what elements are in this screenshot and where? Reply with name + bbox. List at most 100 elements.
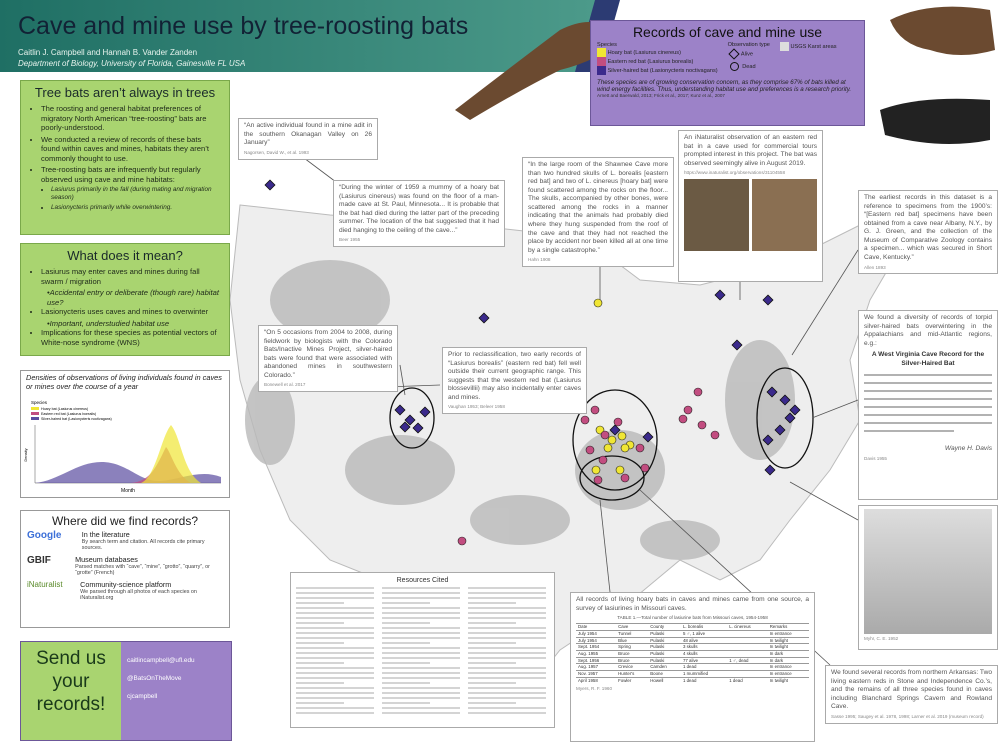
table-cell: Camden	[648, 663, 681, 671]
contact[interactable]: cjcampbell	[127, 692, 158, 700]
table-cell	[727, 670, 768, 678]
density-plot: Species Hoary bat (Lasiurus cinereus) Ea…	[23, 400, 221, 494]
table-cell: Blue	[616, 636, 649, 644]
decoration	[890, 6, 995, 56]
sub-bullet: Lasionycteris primarily while overwinter…	[51, 204, 221, 212]
quote: Prior to reclassification, two early rec…	[442, 347, 587, 415]
density-legend-label: Hoary bat (Lasiurus cinereus)	[41, 407, 88, 411]
quote: “On 5 occasions from 2004 to 2008, durin…	[258, 325, 398, 393]
highlight-rings	[389, 367, 814, 501]
table-row: Aug. 1955 Bruce Pulaski 4 skulls In dark	[576, 649, 809, 658]
legend-note: These species are of growing conservatio…	[597, 79, 852, 93]
record-dead	[678, 414, 688, 424]
quote-cite: Vaughan 1953; Beleer 1958	[448, 404, 505, 410]
decoration	[597, 57, 606, 66]
table-row: Aug. 1957 Crevice Camden 1 dead In entrance	[576, 663, 809, 671]
sub-point: •Important, understudied habitat use	[47, 318, 170, 328]
table-cell: In twilight	[767, 636, 809, 644]
table-head-cell: Remarks	[767, 623, 809, 631]
table-cell: 5 ♂, 1 alive	[680, 629, 728, 638]
records	[264, 179, 801, 546]
where-heading: Where did we find records?	[51, 514, 199, 528]
header-band	[0, 0, 595, 72]
decoration	[880, 98, 990, 144]
table-cell: 1 mummified	[680, 670, 728, 678]
density-legend-title: Species	[31, 400, 48, 405]
photo	[752, 179, 817, 252]
record-alive	[784, 412, 796, 424]
table-cell: In entrance	[767, 663, 809, 671]
decoration	[389, 387, 435, 449]
record-dead	[585, 445, 595, 455]
quote: All records of living hoary bats in cave…	[570, 592, 815, 742]
record-dead	[607, 435, 617, 445]
item-heading: Museum databases	[75, 555, 138, 564]
logo: Google	[27, 530, 62, 541]
logo: GBIF	[27, 555, 51, 566]
record-dead	[620, 443, 630, 453]
record-dead	[600, 430, 610, 440]
species-legend: Species Hoary bat (Lasiurus cinereus) Ea…	[597, 42, 718, 75]
bullet: The roosting and general habitat prefere…	[41, 104, 221, 132]
decoration	[597, 48, 606, 57]
quote-text: “In the large room of the Shawnee Cave m…	[528, 161, 668, 254]
legend-label: Silver-haired bat (Lasionycteris noctiva…	[607, 67, 718, 74]
record-alive	[764, 464, 776, 476]
quote-text: We found several records from northern A…	[831, 669, 993, 711]
quote-cite: Beer 1955	[339, 237, 361, 243]
table-cell: Boone	[648, 670, 681, 678]
record-alive	[789, 404, 801, 416]
item-text: By search term and citation. All records…	[81, 539, 205, 551]
density-panel: Densities of observations of living indi…	[20, 370, 230, 498]
table-cell	[727, 663, 768, 671]
table-cell: Aug. 1957	[576, 663, 617, 671]
legend-label: Alive	[740, 51, 753, 58]
decoration	[245, 375, 295, 465]
record-alive	[478, 312, 490, 324]
decoration	[789, 481, 859, 521]
quote-cite: Nagorsen, David W., et al. 1993	[244, 149, 309, 155]
quote-text: We found a diversity of records of torpi…	[864, 314, 992, 347]
legend-entry: Dead	[728, 60, 770, 73]
table-cell: In twilight	[767, 643, 809, 651]
legend-title: Records of cave and mine use	[632, 24, 823, 40]
decoration	[791, 249, 859, 356]
quote-text: An iNaturalist observation of an eastern…	[684, 134, 817, 167]
figure-cite: Myhr, C. E. 1952	[864, 636, 899, 641]
table-cell: Sept. 1954	[576, 643, 617, 651]
decoration: Date Cave County L. borealis L. cinereus Rema…	[576, 623, 809, 631]
table-row: April 1958 Fowler Howell 1 dead 1 dead In twi…	[576, 676, 809, 684]
obs-legend: Observation type Alive Dead	[728, 42, 770, 75]
table-cell	[727, 649, 768, 658]
decoration	[455, 22, 620, 120]
table-cell	[727, 629, 768, 638]
decoration	[779, 42, 789, 51]
table-cell: Pulaski	[648, 629, 681, 638]
table-cell: 1 dead	[680, 663, 728, 671]
decoration	[572, 389, 658, 491]
quote-text: All records of living hoary bats in cave…	[576, 596, 809, 612]
legend-entry: Silver-haired bat (Lasionycteris noctiva…	[597, 66, 718, 75]
record-alive	[609, 424, 621, 436]
record-alive	[714, 289, 726, 301]
contact[interactable]: @BatsOnTheMove	[127, 674, 182, 682]
panel-heading: What does it mean?	[67, 248, 183, 263]
sub-bullet: Lasiurus primarily in the fall (during m…	[51, 186, 221, 202]
quote-cite: Bonewell et al. 2017	[264, 382, 306, 388]
clipping-signature: Wayne H. Davis	[944, 444, 992, 452]
item-heading: Community-science platform	[80, 580, 172, 589]
table-row: Sept. 1954 Spring Pulaski 3 skulls In twilig…	[576, 643, 809, 651]
quote: “During the winter of 1959 a mummy of a …	[333, 180, 505, 248]
quote: “In the large room of the Shawnee Cave m…	[522, 157, 674, 268]
table-cell: 4 skulls	[680, 649, 728, 658]
legend-cite: Arnett and Baerwald, 2013; Frick et al.,…	[597, 93, 725, 98]
species-heading: Species	[597, 42, 617, 48]
references-box: Resources Cited	[290, 572, 555, 728]
legend-label: Hoary bat (Lasiurus cinereus)	[607, 49, 681, 56]
table-cell: Fowler	[616, 676, 649, 684]
table-row: July 1954 Tunnel Pulaski 5 ♂, 1 alive In ent…	[576, 629, 809, 638]
contact[interactable]: caitlincampbell@ufl.edu	[127, 657, 195, 664]
bullet: We conducted a review of records of thes…	[41, 135, 221, 163]
record-dead	[693, 387, 703, 397]
